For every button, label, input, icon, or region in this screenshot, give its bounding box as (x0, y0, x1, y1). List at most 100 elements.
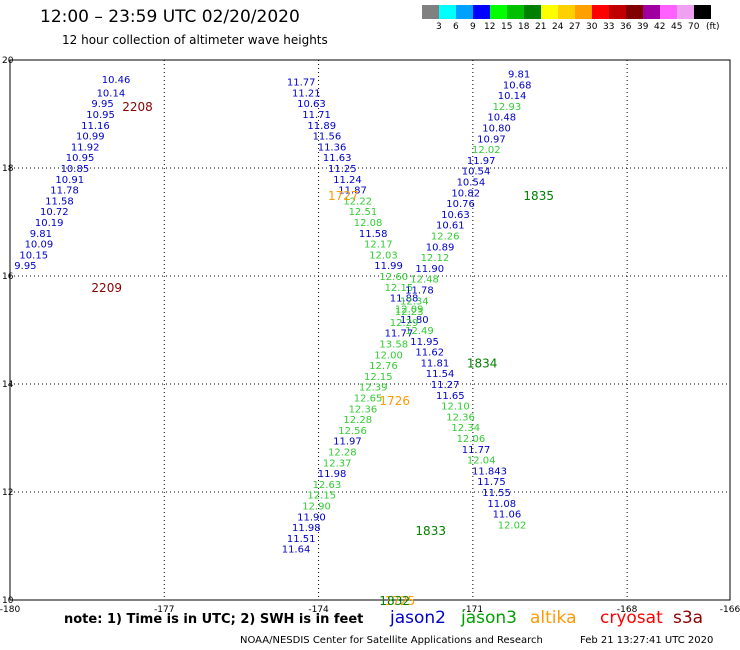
x-tick-label: -177 (154, 605, 174, 615)
wave-height-label: 12.17 (364, 240, 393, 251)
wave-height-label: 11.51 (287, 534, 316, 545)
wave-height-label: 11.92 (71, 142, 100, 153)
x-tick-label: -171 (463, 605, 483, 615)
legend-swatch (694, 5, 711, 19)
pass-label: 1834 (467, 356, 498, 370)
wave-height-label: 12.36 (446, 412, 475, 423)
legend-label: 30 (586, 22, 598, 32)
wave-height-label: 12.37 (323, 458, 352, 469)
wave-height-label: 10.85 (61, 164, 90, 175)
wave-height-label: 11.89 (307, 121, 336, 132)
wave-height-label: 12.28 (343, 415, 372, 426)
wave-height-label: 10.09 (25, 240, 54, 251)
wave-height-label: 12.10 (441, 402, 470, 413)
wave-height-label: 10.99 (76, 132, 105, 143)
wave-height-label: 12.26 (431, 232, 460, 243)
wave-height-label: 12.29 (390, 318, 419, 329)
wave-height-label: 11.90 (297, 512, 326, 523)
wave-height-label: 12.04 (467, 456, 496, 467)
wave-height-label: 12.90 (302, 502, 331, 513)
legend-s3a: s3a (673, 608, 704, 628)
wave-height-label: 12.60 (379, 272, 408, 283)
wave-height-label: 12.15 (307, 491, 336, 502)
footer-note: note: 1) Time is in UTC; 2) SWH is in fe… (64, 612, 364, 627)
wave-height-label: 11.97 (333, 437, 362, 448)
wave-height-label: 10.61 (436, 221, 465, 232)
legend-swatch (524, 5, 541, 19)
wave-height-label: 11.27 (431, 380, 460, 391)
legend-label: 33 (603, 22, 615, 32)
wave-height-label: 12.00 (374, 350, 403, 361)
wave-height-label: 10.80 (482, 124, 511, 135)
wave-height-label: 11.843 (472, 466, 507, 477)
wave-height-label: 11.87 (338, 186, 367, 197)
legend-swatch (439, 5, 456, 19)
wave-height-label: 11.98 (292, 523, 321, 534)
wave-height-label: 12.08 (354, 218, 383, 229)
x-tick-label: -166 (720, 605, 740, 615)
wave-height-label: 10.14 (498, 91, 527, 102)
legend-swatch (592, 5, 609, 19)
wave-height-label: 12.51 (349, 207, 378, 218)
x-tick-label: -174 (308, 605, 329, 615)
wave-height-label: 12.03 (369, 250, 398, 261)
wave-height-label: 10.54 (457, 178, 486, 189)
wave-height-label: 10.97 (477, 134, 506, 145)
pass-label: 1833 (415, 524, 446, 538)
legend-label: 21 (535, 22, 547, 32)
footer-credit: NOAA/NESDIS Center for Satellite Applica… (240, 635, 543, 646)
legend-label: 45 (671, 22, 683, 32)
wave-height-label: 11.78 (405, 286, 434, 297)
wave-height-label: 10.91 (55, 175, 84, 186)
wave-height-label: 11.08 (487, 499, 516, 510)
wave-height-label: 10.19 (35, 218, 64, 229)
legend-swatch (660, 5, 677, 19)
wave-height-label: 11.56 (313, 132, 342, 143)
wave-height-label: 11.71 (302, 110, 331, 121)
page-title: 12:00 – 23:59 UTC 02/20/2020 (40, 7, 300, 27)
legend-swatch (575, 5, 592, 19)
legend-label: 27 (569, 22, 581, 32)
wave-height-label: 9.81 (30, 229, 52, 240)
legend-label: 3 (436, 22, 442, 32)
wave-height-label: 11.77 (385, 329, 414, 340)
wave-height-label: 11.55 (482, 488, 511, 499)
wave-height-label: 11.78 (50, 186, 79, 197)
wave-height-label: 12.09 (395, 304, 424, 315)
pass-label: 2209 (91, 281, 122, 295)
legend-swatch (643, 5, 660, 19)
page-subtitle: 12 hour collection of altimeter wave hei… (62, 33, 328, 47)
wave-height-label: 10.54 (462, 167, 491, 178)
wave-height-label: 10.95 (86, 110, 115, 121)
wave-height-label: 11.16 (81, 121, 110, 132)
wave-height-label: 11.99 (374, 261, 403, 272)
x-tick-label: -180 (0, 605, 20, 615)
wave-height-label: 12.49 (405, 326, 434, 337)
legend-swatch (456, 5, 473, 19)
wave-height-label: 11.90 (415, 264, 444, 275)
legend-units: (ft) (706, 22, 720, 32)
wave-height-label: 12.02 (472, 145, 501, 156)
legend-jason3: jason3 (461, 608, 517, 628)
legend-swatch (677, 5, 694, 19)
wave-height-label: 11.06 (493, 510, 522, 521)
wave-height-label: 12.56 (338, 426, 367, 437)
wave-height-label: 12.34 (451, 423, 480, 434)
legend-swatch (473, 5, 490, 19)
wave-height-label: 11.36 (318, 142, 347, 153)
legend-label: 12 (484, 22, 496, 32)
legend-label: 24 (552, 22, 564, 32)
y-tick-label: 16 (2, 272, 14, 282)
legend-label: 6 (453, 22, 459, 32)
legend-swatch (422, 5, 439, 19)
wave-height-label: 11.75 (477, 477, 506, 488)
wave-height-label: 12.23 (395, 307, 424, 318)
y-tick-label: 10 (2, 596, 14, 606)
wave-height-label: 11.80 (400, 315, 429, 326)
legend-swatch (490, 5, 507, 19)
wave-height-label: 10.89 (426, 242, 455, 253)
legend-cryosat: cryosat (600, 608, 663, 628)
color-legend-bar (422, 5, 711, 19)
wave-height-label: 11.21 (292, 88, 321, 99)
wave-height-label: 12.12 (421, 253, 450, 264)
